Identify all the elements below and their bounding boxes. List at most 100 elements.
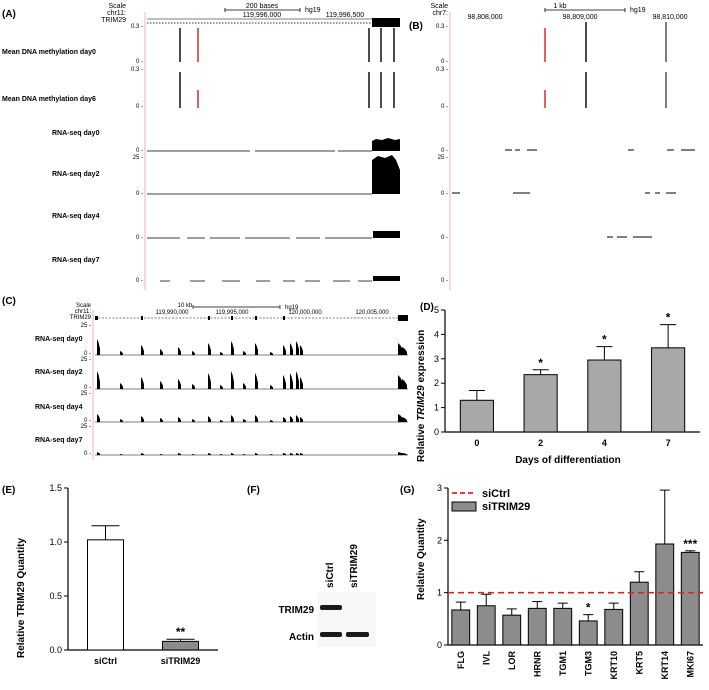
d-chart-bar-1 (523, 374, 558, 433)
scale-bar-label-c: 10 kb (178, 303, 193, 309)
g-chart-bar-3 (527, 607, 547, 646)
c-track-2-peak-8 (231, 415, 234, 422)
panel-a: (A) Scale chr11: TRIM29 200 bases hg19 1… (2, 3, 400, 290)
tick-b-meth0-bottom: 0 - (441, 59, 448, 65)
c-track-3-peak-16 (398, 452, 403, 455)
c-track-3-peak-15 (300, 453, 303, 455)
g-chart-xtick-label-5: TGM3 (583, 651, 593, 676)
rna-a-d2-peak (372, 155, 400, 194)
c-track-1-peak-17 (402, 379, 407, 389)
c-track-0-peak-2 (141, 345, 144, 355)
c-track-1-peak-0 (97, 371, 100, 389)
c-track-0-peak-5 (192, 351, 195, 355)
g-chart-sig-5: * (586, 601, 591, 615)
c-track-2-peak-13 (290, 416, 293, 422)
c-track-3-peak-7 (220, 454, 223, 455)
d-chart-ytick-label-3: 3 (434, 354, 439, 364)
g-chart-bar-1 (476, 605, 496, 646)
exon-c-3 (231, 316, 233, 320)
c-track-0-peak-6 (208, 343, 211, 355)
c-track-1-peak-5 (192, 384, 195, 389)
tick-b-rna2-bottom: 0 - (441, 191, 448, 197)
c-track-0-peak-13 (290, 343, 293, 355)
d-chart-ytick-label-1: 1 (434, 403, 439, 413)
c-track-2-peak-15 (300, 417, 303, 422)
assembly-label-b: hg19 (630, 7, 646, 14)
c-track-1-peak-2 (141, 377, 144, 389)
scale-bar-label-b: 1 kb (553, 3, 566, 10)
c-track-1-peak-14 (296, 371, 299, 389)
tick-c-3-top: 25 - (81, 424, 91, 430)
c-track-3-peak-1 (120, 454, 123, 455)
scale-label-b: Scale (430, 3, 448, 10)
band-actin-sictrl (320, 632, 342, 637)
d-ylabel-italic: TRIM29 (416, 385, 427, 421)
c-track-3-peak-3 (160, 454, 163, 455)
tick-c-1-bottom: 0 - (84, 385, 91, 391)
c-track-1-peak-10 (255, 373, 258, 389)
d-chart-sig-1: * (538, 356, 543, 370)
g-chart-ytick-label-1: 1 (437, 588, 442, 598)
tick-b-meth6-bottom: 0 - (441, 104, 448, 110)
g-chart-bar-2 (502, 614, 522, 646)
c-track-2-peak-4 (178, 417, 181, 422)
assembly-label-c: hg19 (285, 305, 299, 311)
c-track-1-peak-13 (290, 373, 293, 389)
track-label-c-0: RNA-seq day0 (35, 336, 83, 343)
track-label-a-2: RNA-seq day0 (52, 130, 100, 137)
rna-a-d0-peak (372, 138, 400, 151)
tick-c-2-bottom: 0 - (84, 418, 91, 424)
c-track-3-peak-10 (255, 453, 258, 455)
panel-d: (D) Relative TRIM29 expression Days of d… (416, 302, 700, 466)
c-track-0-peak-15 (300, 345, 303, 355)
exon-c-0 (95, 316, 98, 320)
c-track-3-peak-11 (270, 454, 273, 455)
c-track-2-peak-12 (283, 417, 286, 422)
gene-model-exons-c (95, 315, 408, 321)
panel-label-c: (C) (2, 296, 16, 307)
tick-c-3-bottom: 0 - (84, 451, 91, 457)
g-chart-xtick-label-4: TGM1 (558, 651, 568, 676)
band-trim29-sictrl (320, 605, 342, 610)
e-chart-sig-1: ** (176, 625, 186, 639)
track-label-a-3: RNA-seq day2 (52, 171, 100, 178)
c-track-1-peak-8 (231, 371, 234, 389)
tick-a-rna4-bottom: 0 - (136, 235, 143, 241)
f-row-label-1: Actin (289, 632, 314, 643)
c-track-2-peak-0 (97, 414, 100, 422)
exon-c-1 (141, 316, 143, 320)
tick-a-meth6-top: 0.3 - (131, 67, 143, 73)
tick-c-0-bottom: 0 - (84, 351, 91, 357)
tick-a-meth0-top: 0.3 - (131, 24, 143, 30)
c-track-2-peak-14 (296, 415, 299, 422)
g-chart-bar-9 (680, 551, 700, 646)
c-track-3-peak-6 (208, 453, 211, 455)
d-ylabel: Relative TRIM29 expression (416, 330, 427, 462)
track-label-a-0: Mean DNA methylation day0 (2, 49, 96, 56)
d-chart-xtick-label-0: 0 (474, 438, 479, 448)
chrom-label-b: chr7: (432, 10, 448, 17)
coord-a-0: 119,996,000 (243, 12, 282, 19)
d-chart-ytick-label-2: 2 (434, 378, 439, 388)
panel-g: (G) Relative Quantity 0 1 2 3 FLG IVL LOR HRNR T… (400, 483, 703, 680)
c-track-2-peak-10 (255, 415, 258, 422)
d-chart-xtick-label-3: 7 (666, 438, 671, 448)
panel-e: (E) Relative TRIM29 Quantity 0.0 0.5 1.0 1.… (2, 483, 218, 666)
c-track-1-peak-16 (398, 375, 403, 389)
c-track-2-peak-17 (402, 417, 407, 422)
chart-g: 0 1 2 3 FLG IVL LOR HRNR TGM1 * TGM3 KRT10 KRT5 KRT14… (437, 483, 703, 680)
d-chart-bar-0 (459, 399, 494, 433)
d-chart-xtick-label-1: 2 (538, 438, 543, 448)
panel-label-b: (B) (409, 21, 423, 32)
c-track-1-peak-9 (243, 383, 246, 389)
c-track-3-peak-8 (231, 453, 234, 455)
d-chart-xtick-label-2: 4 (602, 438, 607, 448)
g-chart-xtick-label-6: KRT10 (609, 651, 619, 680)
c-track-3-peak-12 (283, 453, 286, 455)
d-ylabel-pre: Relative (416, 421, 427, 462)
tick-a-rna7-bottom: 0 - (136, 278, 143, 284)
track-label-a-5: RNA-seq day7 (52, 257, 100, 264)
c-track-3-peak-13 (290, 453, 293, 455)
c-track-3-peak-17 (402, 453, 407, 455)
c-track-2-peak-3 (160, 418, 163, 422)
